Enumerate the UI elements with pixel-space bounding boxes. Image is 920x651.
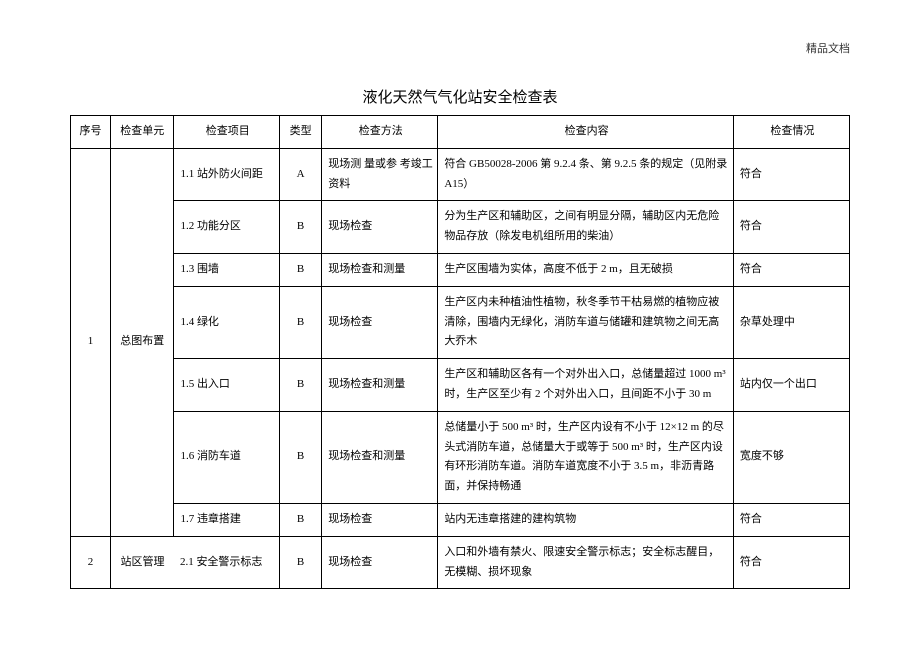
cell-method: 现场检查和测量	[322, 411, 438, 503]
cell-type: B	[279, 411, 321, 503]
cell-type: B	[279, 536, 321, 589]
cell-method: 现场检查	[322, 286, 438, 358]
cell-item: 1.7 违章搭建	[174, 503, 280, 536]
cell-item: 1.1 站外防火间距	[174, 148, 280, 201]
cell-status: 符合	[733, 201, 849, 254]
cell-content: 入口和外墙有禁火、限速安全警示标志；安全标志醒目，无模糊、损坏现象	[438, 536, 734, 589]
col-header-content: 检查内容	[438, 116, 734, 149]
cell-method: 现场检查和测量	[322, 253, 438, 286]
document-title: 液化天然气气化站安全检查表	[70, 86, 850, 107]
cell-type: B	[279, 359, 321, 412]
table-row: 1.5 出入口 B 现场检查和测量 生产区和辅助区各有一个对外出入口，总储量超过…	[71, 359, 850, 412]
cell-content: 符合 GB50028-2006 第 9.2.4 条、第 9.2.5 条的规定（见…	[438, 148, 734, 201]
col-header-item: 检查项目	[174, 116, 280, 149]
cell-method: 现场检查	[322, 201, 438, 254]
cell-content: 总储量小于 500 m³ 时，生产区内设有不小于 12×12 m 的尽头式消防车…	[438, 411, 734, 503]
cell-content: 生产区内未种植油性植物，秋冬季节干枯易燃的植物应被清除，围墙内无绿化，消防车道与…	[438, 286, 734, 358]
cell-item: 1.4 绿化	[174, 286, 280, 358]
table-row: 1.4 绿化 B 现场检查 生产区内未种植油性植物，秋冬季节干枯易燃的植物应被清…	[71, 286, 850, 358]
table-row: 1.3 围墙 B 现场检查和测量 生产区围墙为实体，高度不低于 2 m，且无破损…	[71, 253, 850, 286]
cell-status: 宽度不够	[733, 411, 849, 503]
cell-item: 1.6 消防车道	[174, 411, 280, 503]
col-header-unit: 检查单元	[111, 116, 174, 149]
col-header-status: 检查情况	[733, 116, 849, 149]
table-row: 1.6 消防车道 B 现场检查和测量 总储量小于 500 m³ 时，生产区内设有…	[71, 411, 850, 503]
cell-seq: 2	[71, 536, 111, 589]
cell-method: 现场检查	[322, 503, 438, 536]
cell-status: 符合	[733, 148, 849, 201]
col-header-method: 检查方法	[322, 116, 438, 149]
col-header-type: 类型	[279, 116, 321, 149]
cell-status: 符合	[733, 503, 849, 536]
cell-item: 1.5 出入口	[174, 359, 280, 412]
cell-method: 现场检查	[322, 536, 438, 589]
cell-type: B	[279, 286, 321, 358]
table-row: 1.2 功能分区 B 现场检查 分为生产区和辅助区，之间有明显分隔，辅助区内无危…	[71, 201, 850, 254]
cell-content: 站内无违章搭建的建构筑物	[438, 503, 734, 536]
cell-item: 2.1 安全警示标志	[174, 536, 280, 589]
cell-status: 符合	[733, 536, 849, 589]
cell-content: 生产区围墙为实体，高度不低于 2 m，且无破损	[438, 253, 734, 286]
cell-method: 现场测 量或参 考竣工资料	[322, 148, 438, 201]
inspection-table: 序号 检查单元 检查项目 类型 检查方法 检查内容 检查情况 1 总图布置 1.…	[70, 115, 850, 589]
col-header-seq: 序号	[71, 116, 111, 149]
cell-seq: 1	[71, 148, 111, 536]
cell-type: B	[279, 503, 321, 536]
cell-content: 生产区和辅助区各有一个对外出入口，总储量超过 1000 m³时，生产区至少有 2…	[438, 359, 734, 412]
cell-unit: 站区管理	[111, 536, 174, 589]
cell-status: 站内仅一个出口	[733, 359, 849, 412]
table-row: 2 站区管理 2.1 安全警示标志 B 现场检查 入口和外墙有禁火、限速安全警示…	[71, 536, 850, 589]
cell-type: B	[279, 253, 321, 286]
cell-type: A	[279, 148, 321, 201]
cell-unit: 总图布置	[111, 148, 174, 536]
cell-status: 杂草处理中	[733, 286, 849, 358]
cell-type: B	[279, 201, 321, 254]
table-row: 1.7 违章搭建 B 现场检查 站内无违章搭建的建构筑物 符合	[71, 503, 850, 536]
cell-item: 1.2 功能分区	[174, 201, 280, 254]
cell-method: 现场检查和测量	[322, 359, 438, 412]
table-header-row: 序号 检查单元 检查项目 类型 检查方法 检查内容 检查情况	[71, 116, 850, 149]
cell-item: 1.3 围墙	[174, 253, 280, 286]
table-row: 1 总图布置 1.1 站外防火间距 A 现场测 量或参 考竣工资料 符合 GB5…	[71, 148, 850, 201]
cell-status: 符合	[733, 253, 849, 286]
cell-content: 分为生产区和辅助区，之间有明显分隔，辅助区内无危险物品存放（除发电机组所用的柴油…	[438, 201, 734, 254]
header-label: 精品文档	[70, 40, 850, 56]
